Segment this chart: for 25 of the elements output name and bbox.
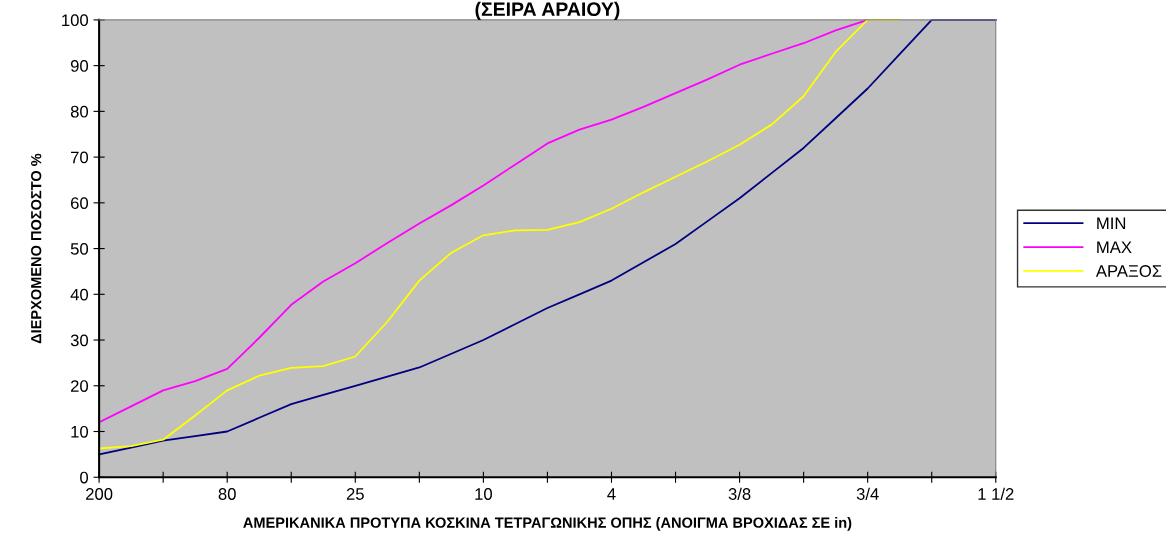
- x-tick-label: 200: [86, 488, 113, 500]
- legend-label: ΑΡΑΞΟΣ: [1095, 265, 1162, 277]
- y-tick-label: 10: [71, 425, 89, 438]
- x-tick-label: 1 1/2: [978, 487, 1014, 500]
- y-tick-label: 60: [71, 197, 89, 210]
- y-tick-label: 90: [70, 60, 89, 72]
- y-tick-label: 30: [70, 334, 89, 347]
- chart-title: (ΣΕΙΡΑ ΑΡΑΙΟΥ): [475, 1, 620, 20]
- y-tick-label: 70: [71, 151, 89, 164]
- y-tick-label: 100: [62, 14, 89, 27]
- x-tick-label: 25: [346, 488, 364, 500]
- x-tick-label: 4: [607, 488, 616, 500]
- y-tick-label: 0: [80, 471, 89, 484]
- legend-label: MIN: [1097, 217, 1126, 230]
- legend-label: MAX: [1097, 241, 1132, 253]
- x-axis-title: ΑΜΕΡΙΚΑΝΙΚΑ ΠΡΟΤΥΠΑ ΚΟΣΚΙΝΑ ΤΕΤΡΑΓΩΝΙΚΗΣ ΟΠΗΣ (ΑΝΟΙΓΜΑ ΒΡΟΧΙΔΑΣ ΣΕ in): [243, 517, 852, 531]
- x-tick-label: 3/8: [728, 487, 751, 500]
- x-tick-label: 3/4: [856, 487, 879, 500]
- y-tick-label: 20: [71, 380, 89, 392]
- x-tick-label: 80: [218, 488, 236, 500]
- y-axis-title: ΔΙΕΡΧΟΜΕΝΟ ΠΟΣΟΣΤΟ %: [31, 153, 42, 344]
- y-tick-label: 40: [70, 288, 89, 301]
- y-tick-label: 80: [70, 105, 89, 118]
- x-tick-label: 10: [475, 488, 493, 500]
- y-tick-label: 50: [70, 242, 89, 255]
